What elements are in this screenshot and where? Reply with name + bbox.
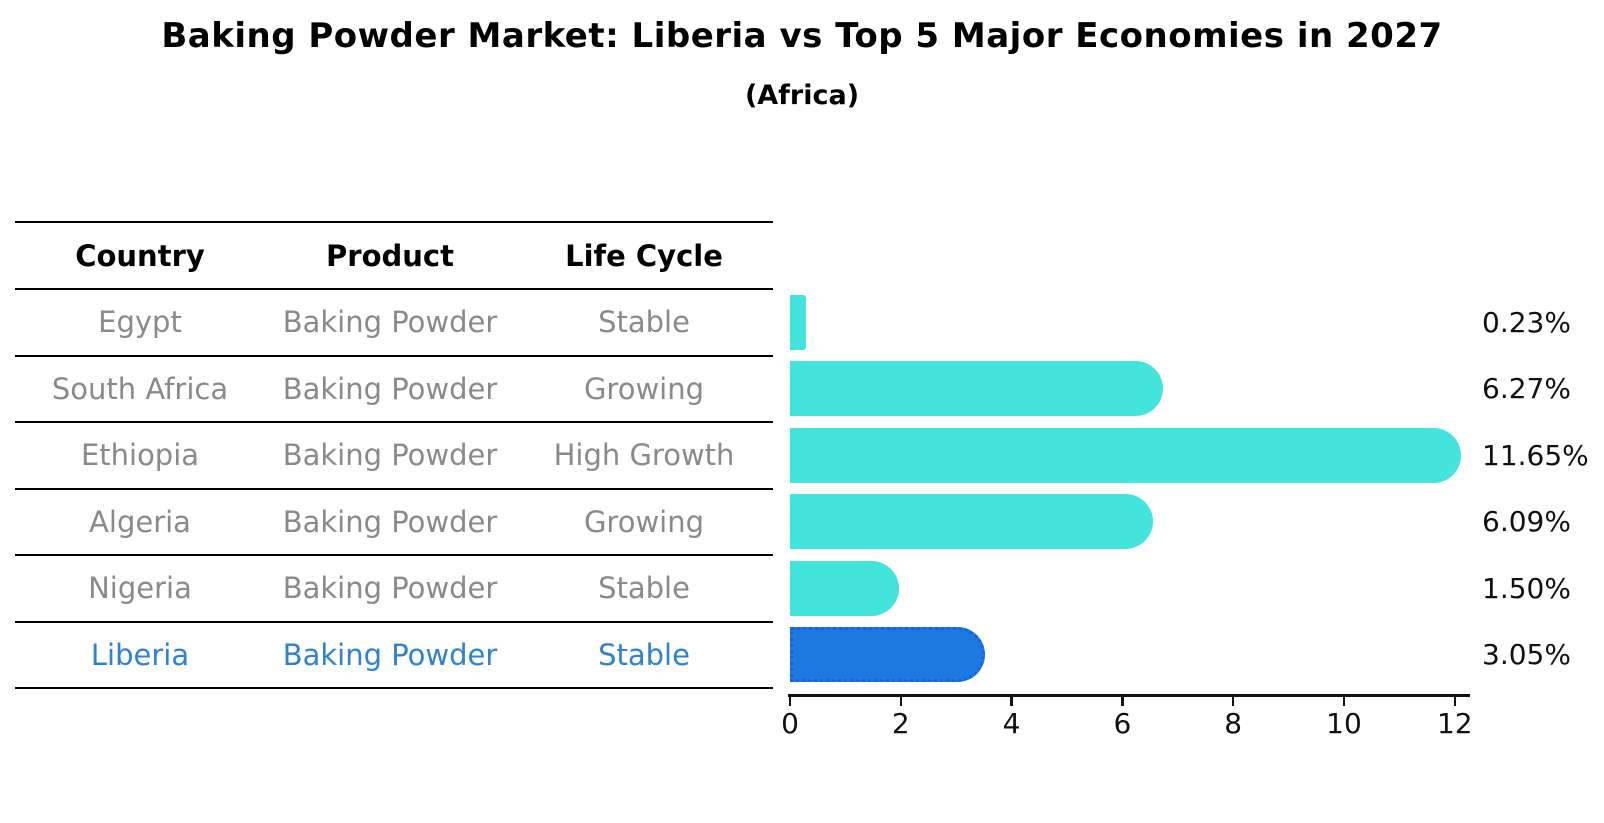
bar-value-label-ethiopia: 11.65% xyxy=(1482,438,1589,472)
cell-life-cycle: Stable xyxy=(598,637,690,672)
x-axis-tick-label: 6 xyxy=(1113,707,1132,740)
table-row-liberia: Liberia Baking Powder Stable xyxy=(15,623,773,689)
cell-country: South Africa xyxy=(51,371,229,406)
x-axis-tick-mark xyxy=(899,696,903,706)
cell-life-cycle: Stable xyxy=(598,571,690,606)
table-row-ethiopia: Ethiopia Baking Powder High Growth xyxy=(15,423,773,490)
cell-country: Egypt xyxy=(98,305,182,340)
bar-value-label-algeria: 6.09% xyxy=(1482,505,1571,539)
x-axis-tick-label: 4 xyxy=(1002,707,1021,740)
column-header-life-cycle: Life Cycle xyxy=(565,238,723,273)
cell-country: Algeria xyxy=(89,504,191,539)
chart-subtitle: (Africa) xyxy=(744,80,860,111)
country-table: Country Product Life Cycle Egypt Baking … xyxy=(15,221,773,689)
bar-value-label-egypt: 0.23% xyxy=(1482,305,1571,339)
table-row-egypt: Egypt Baking Powder Stable xyxy=(15,290,773,357)
x-axis-tick-mark xyxy=(1453,696,1457,706)
x-axis-line xyxy=(788,694,1470,697)
bar-algeria xyxy=(790,494,1154,550)
cell-product: Baking Powder xyxy=(282,305,498,340)
x-axis-tick-label: 10 xyxy=(1326,707,1362,740)
cell-product: Baking Powder xyxy=(282,371,498,406)
cell-product: Baking Powder xyxy=(282,438,498,473)
cell-life-cycle: High Growth xyxy=(553,438,735,473)
cell-life-cycle: Growing xyxy=(583,371,705,406)
bar-egypt xyxy=(790,294,806,350)
x-axis-tick-mark xyxy=(1342,696,1346,706)
x-axis-tick-label: 12 xyxy=(1436,707,1473,740)
bar-value-label-liberia: 3.05% xyxy=(1482,638,1571,672)
bar-nigeria xyxy=(790,560,900,616)
x-axis-tick-mark xyxy=(788,696,792,706)
bar-south-africa xyxy=(790,361,1164,417)
cell-country: Liberia xyxy=(90,637,190,672)
table-header-row: Country Product Life Cycle xyxy=(15,223,773,290)
bar-ethiopia xyxy=(790,427,1462,483)
table-row-algeria: Algeria Baking Powder Growing xyxy=(15,490,773,556)
cell-product: Baking Powder xyxy=(282,504,498,539)
x-axis-tick-mark xyxy=(1121,696,1124,706)
table-row-south-africa: South Africa Baking Powder Growing xyxy=(15,357,773,423)
cell-life-cycle: Growing xyxy=(583,504,705,539)
cell-product: Baking Powder xyxy=(282,637,498,672)
cell-product: Baking Powder xyxy=(282,571,498,606)
bar-value-label-nigeria: 1.50% xyxy=(1482,571,1571,605)
x-axis-tick-label: 0 xyxy=(781,707,799,740)
column-header-product: Product xyxy=(326,238,454,273)
column-header-country: Country xyxy=(75,238,205,273)
bar-value-label-south-africa: 6.27% xyxy=(1482,372,1571,406)
bar-liberia xyxy=(790,627,985,683)
cell-country: Ethiopia xyxy=(80,438,200,473)
cell-life-cycle: Stable xyxy=(598,305,690,340)
x-axis-tick-mark xyxy=(1231,696,1235,706)
chart-title: Baking Powder Market: Liberia vs Top 5 M… xyxy=(161,16,1443,56)
cell-country: Nigeria xyxy=(88,571,192,606)
table-row-nigeria: Nigeria Baking Powder Stable xyxy=(15,556,773,623)
x-axis-tick-label: 2 xyxy=(891,707,910,740)
x-axis-tick-mark xyxy=(1010,696,1013,706)
x-axis-tick-label: 8 xyxy=(1224,707,1243,740)
